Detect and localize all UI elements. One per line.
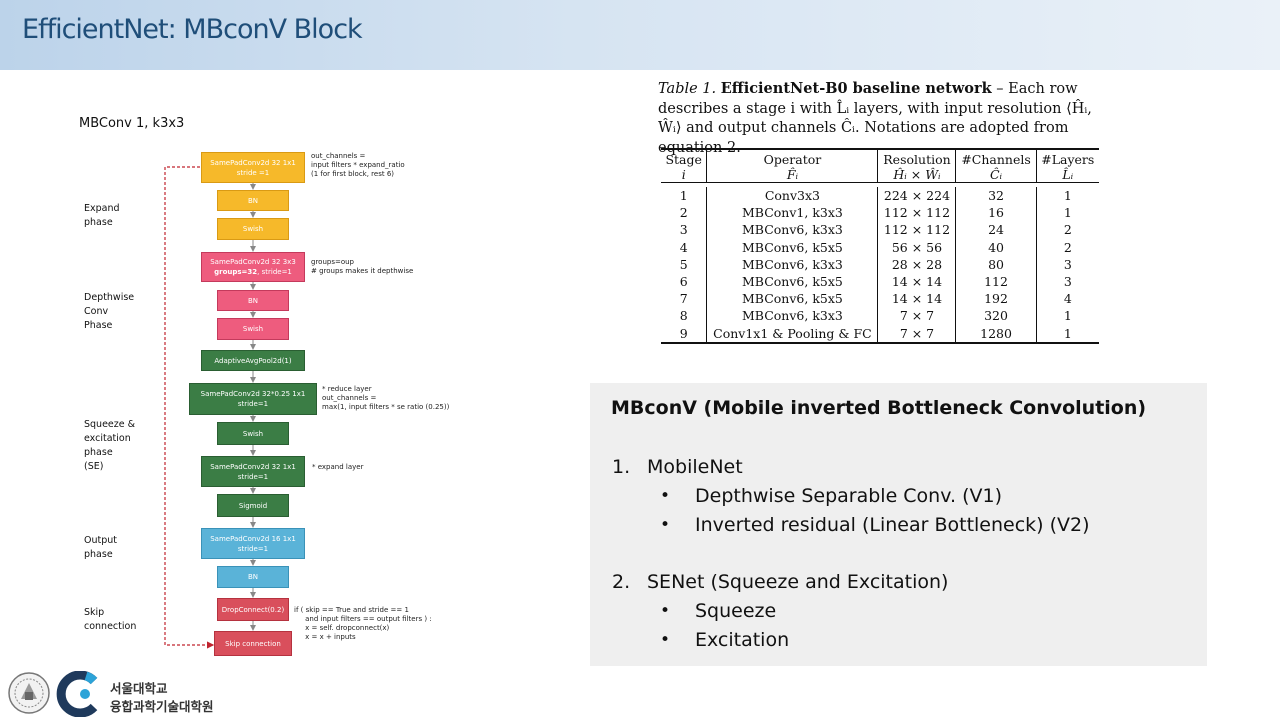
summary-box <box>590 383 1207 666</box>
table-row: 4 MBConv6, k5x5 56 × 56 40 2 <box>661 238 1099 256</box>
block-skip-connection: Skip connection <box>214 631 292 656</box>
block-se-swish: Swish <box>217 422 289 445</box>
page-title: EfficientNet: MBconV Block <box>22 14 363 45</box>
col-resolution: Resolution Ĥᵢ × Ŵᵢ <box>877 149 957 183</box>
list-item-2-bullet-1: Squeeze <box>695 600 777 622</box>
note-reduce: * reduce layer out_channels = max(1, inp… <box>322 385 450 411</box>
table-row: 6 MBConv6, k5x5 14 × 14 112 3 <box>661 273 1099 291</box>
list-item-2-number: 2. <box>612 571 631 593</box>
summary-title: MBconV (Mobile inverted Bottleneck Convo… <box>611 397 1147 419</box>
note-skip: if ( skip == True and stride == 1 and in… <box>294 606 432 641</box>
bullet-dot-icon: • <box>660 630 671 650</box>
list-item-1-label: MobileNet <box>647 456 743 478</box>
table-row: 5 MBConv6, k3x3 28 × 28 80 3 <box>661 255 1099 274</box>
table-row: 8 MBConv6, k3x3 7 × 7 320 1 <box>661 307 1099 325</box>
phase-label-skip: Skip connection <box>84 607 137 632</box>
table-row: 1 Conv3x3 224 × 224 32 1 <box>661 187 1099 205</box>
phase-label-depthwise: Depthwise Conv Phase <box>84 292 135 331</box>
table-caption: Table 1. EfficientNet-B0 baseline networ… <box>658 79 1108 158</box>
footer-university-name: 서울대학교 <box>110 681 168 696</box>
block-depthwise-conv: SamePadConv2d 32 3x3 groups=32, stride=1 <box>201 252 305 282</box>
phase-label-se: Squeeze & excitation phase (SE) <box>84 419 136 472</box>
bullet-dot-icon: • <box>660 601 671 621</box>
col-layers: #Layers L̂ᵢ <box>1041 152 1095 182</box>
col-stage: Stage i <box>661 149 708 183</box>
footer-school-name: 융합과학기술대학원 <box>110 699 214 714</box>
table-row: 3 MBConv6, k3x3 112 × 112 24 2 <box>661 221 1099 239</box>
bullet-dot-icon: • <box>660 515 671 535</box>
list-item-1-bullet-1: Depthwise Separable Conv. (V1) <box>695 485 1002 507</box>
table-row: 7 MBConv6, k5x5 14 × 14 192 4 <box>661 290 1099 308</box>
c-letter-logo-icon <box>56 671 98 717</box>
block-se-expand-conv: SamePadConv2d 32 1x1 stride=1 <box>201 456 305 487</box>
col-operator: Operator F̂ᵢ <box>706 149 879 183</box>
bullet-dot-icon: • <box>660 486 671 506</box>
diagram-connectors <box>164 166 256 649</box>
block-se-reduce-conv: SamePadConv2d 32*0.25 1x1 stride=1 <box>189 383 317 415</box>
block-se-sigmoid: Sigmoid <box>217 494 289 517</box>
block-depthwise-swish: Swish <box>217 318 289 340</box>
list-item-2-bullet-2: Excitation <box>695 629 790 651</box>
header-bar <box>0 0 1280 70</box>
table-row: 9 Conv1x1 & Pooling & FC 7 × 7 1280 1 <box>661 324 1099 343</box>
note-expand-layer: * expand layer <box>312 463 364 471</box>
block-output-conv: SamePadConv2d 16 1x1 stride=1 <box>201 528 305 559</box>
table-caption-label: Table 1. <box>658 81 717 97</box>
list-item-1-number: 1. <box>612 456 631 478</box>
list-item-1-bullet-2: Inverted residual (Linear Bottleneck) (V… <box>695 514 1090 536</box>
efficientnet-table: Stage i Operator F̂ᵢ Resolution Ĥᵢ × Ŵᵢ #Ch… <box>661 148 1099 344</box>
col-channels: #Channels Ĉᵢ <box>955 149 1037 183</box>
phase-label-output: Output phase <box>84 535 117 560</box>
table-caption-bold: EfficientNet-B0 baseline network <box>720 80 992 97</box>
diagram-title: MBConv 1, k3x3 <box>79 116 185 131</box>
block-dropconnect: DropConnect(0.2) <box>217 598 289 621</box>
block-expand-swish: Swish <box>217 218 289 240</box>
block-expand-conv: SamePadConv2d 32 1x1 stride =1 <box>201 152 305 183</box>
block-expand-bn: BN <box>217 190 289 211</box>
block-avgpool: AdaptiveAvgPool2d(1) <box>201 350 305 371</box>
block-output-bn: BN <box>217 566 289 588</box>
block-depthwise-bn: BN <box>217 290 289 311</box>
university-seal-logo-icon <box>8 672 50 714</box>
list-item-2-label: SENet (Squeeze and Excitation) <box>647 571 949 593</box>
note-depthwise: groups=oup # groups makes it depthwise <box>311 258 414 275</box>
note-expand: out_channels = input filters * expand_ra… <box>311 152 405 178</box>
table-row: 2 MBConv1, k3x3 112 × 112 16 1 <box>661 204 1099 222</box>
phase-label-expand: Expand phase <box>84 203 120 228</box>
